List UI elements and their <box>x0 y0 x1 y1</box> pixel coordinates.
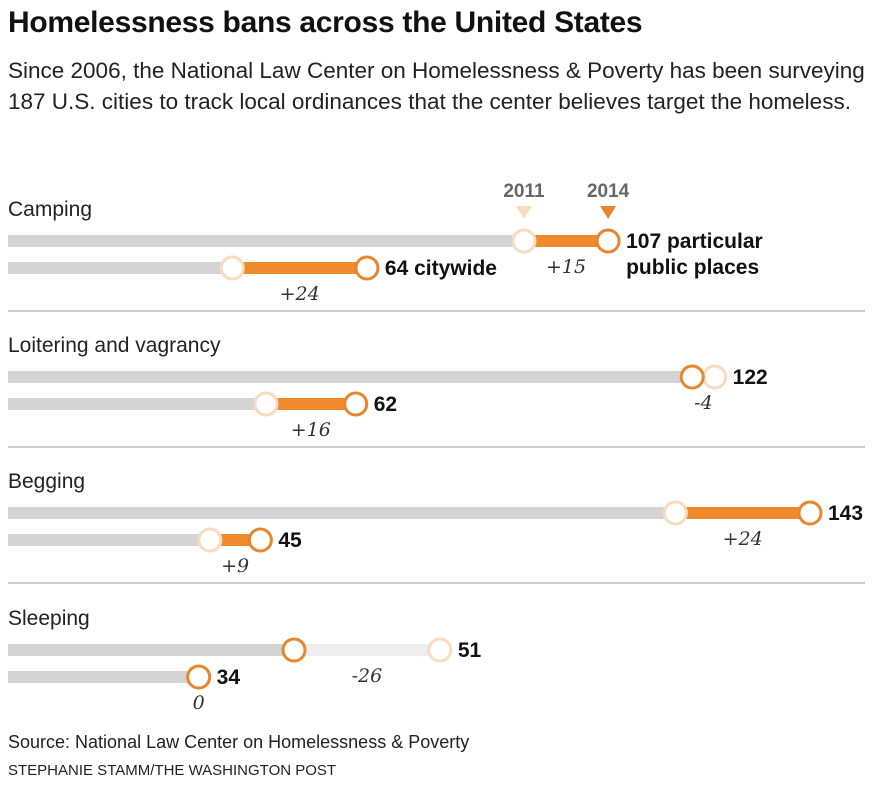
marker-2011 <box>662 500 688 526</box>
track-bar <box>8 235 524 247</box>
change-bar <box>294 644 440 656</box>
track-bar <box>8 398 266 410</box>
marker-2014 <box>247 527 273 553</box>
marker-2014 <box>281 637 307 663</box>
change-bar <box>209 534 261 546</box>
change-label: +24 <box>280 283 320 305</box>
track-bar <box>8 507 676 519</box>
marker-2011 <box>427 637 453 663</box>
change-bar <box>675 507 810 519</box>
value-label: 51 <box>458 639 482 662</box>
source-note: Source: National Law Center on Homelessn… <box>8 732 470 752</box>
track-bar <box>8 262 233 274</box>
legend-year-2011: 2011 <box>503 181 545 202</box>
value-label: 143 <box>828 502 863 525</box>
change-bar <box>523 235 609 247</box>
category-label: Loitering and vagrancy <box>8 334 221 357</box>
value-label: 107 particular <box>626 230 763 253</box>
track-bar <box>8 534 210 546</box>
marker-2014 <box>354 255 380 281</box>
marker-2011 <box>253 391 279 417</box>
change-label: +15 <box>546 256 586 278</box>
legend-marker-2011-icon <box>515 206 532 219</box>
marker-2011 <box>197 527 223 553</box>
change-label: +9 <box>221 555 249 577</box>
marker-2014 <box>186 664 212 690</box>
marker-2011 <box>219 255 245 281</box>
marker-2014 <box>595 228 621 254</box>
chart-title: Homelessness bans across the United Stat… <box>8 6 643 39</box>
value-label: 122 <box>733 366 768 389</box>
legend-marker-2014-icon <box>600 206 617 219</box>
marker-2011 <box>511 228 537 254</box>
category-label: Sleeping <box>8 607 90 630</box>
marker-2014 <box>679 364 705 390</box>
track-bar <box>8 371 693 383</box>
marker-2011 <box>702 364 728 390</box>
value-label: public places <box>626 256 759 279</box>
change-label: -26 <box>352 665 383 687</box>
change-bar <box>265 398 356 410</box>
marker-2014 <box>343 391 369 417</box>
value-label: 45 <box>278 529 302 552</box>
legend-year-2014: 2014 <box>587 181 630 202</box>
track-bar <box>8 671 199 683</box>
track-bar <box>8 644 295 656</box>
credit-line: STEPHANIE STAMM/THE WASHINGTON POST <box>8 762 337 779</box>
change-label: +16 <box>291 419 331 441</box>
change-label: 0 <box>193 692 205 714</box>
category-label: Camping <box>8 198 92 221</box>
value-label: 62 <box>374 393 397 416</box>
change-bar <box>232 262 367 274</box>
change-label: -4 <box>694 392 713 414</box>
category-label: Begging <box>8 470 85 493</box>
change-label: +24 <box>723 528 763 550</box>
value-label: 34 <box>217 666 241 689</box>
marker-2014 <box>797 500 823 526</box>
chart-subtitle: Since 2006, the National Law Center on H… <box>8 58 865 114</box>
value-label: 64 citywide <box>385 257 497 280</box>
